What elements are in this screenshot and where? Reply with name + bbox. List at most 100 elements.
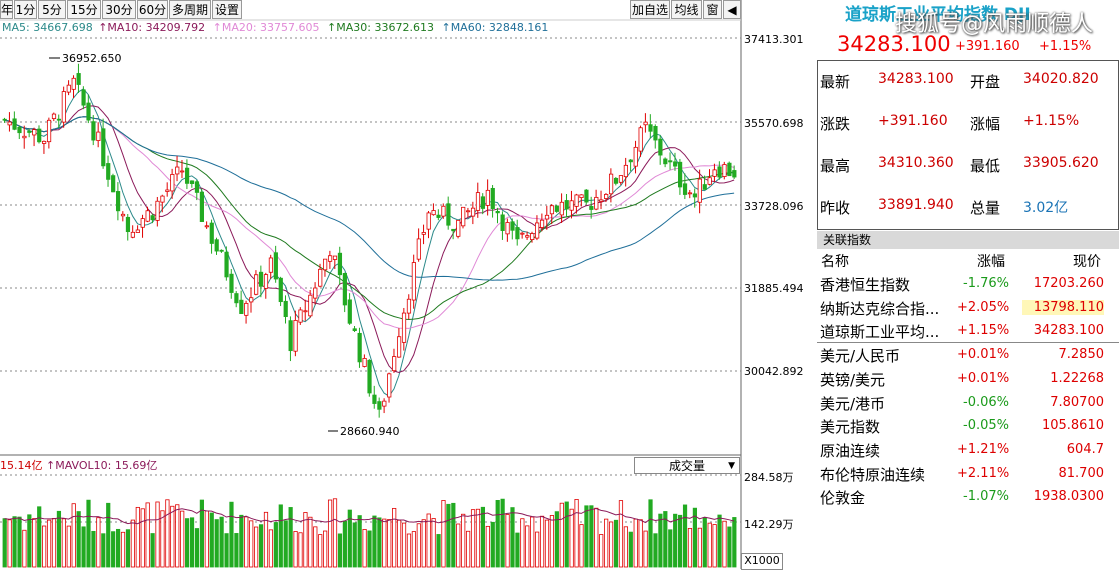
related-index-row[interactable]: 纳斯达克综合指... +2.05% 13798.110 (817, 296, 1119, 319)
volume-bar (199, 499, 204, 568)
candle-body (436, 214, 441, 218)
volume-bar (51, 517, 57, 568)
related-index-price: 604.7 (1066, 441, 1104, 457)
quote-box: 最新 34283.100 开盘 34020.820 涨跌 +391.160 涨幅 +1.15%… (817, 60, 1119, 230)
period-tab-15min[interactable]: 15分 (67, 0, 101, 19)
volume-bar (249, 520, 254, 568)
quote-value: 34310.360 (878, 155, 954, 171)
ma-toggle-button[interactable]: 均线 (671, 0, 702, 19)
related-index-row[interactable]: 布伦特原油连续 +2.11% 81.700 (817, 462, 1119, 485)
candle-body (623, 164, 628, 178)
settings-tab[interactable]: 设置 (212, 0, 242, 19)
period-tab-year[interactable]: 年 (0, 0, 13, 19)
quote-label: 最低 (970, 157, 1001, 175)
volume-bar (352, 522, 357, 568)
volume-bar (382, 518, 387, 568)
volume-bar (347, 509, 352, 568)
candle-body (456, 219, 461, 237)
candle-body (337, 252, 343, 276)
chevron-down-icon: ▼ (728, 461, 735, 471)
candle-body (140, 218, 145, 228)
volume-bar (525, 525, 530, 568)
mavol-line (4, 507, 735, 525)
volume-bar (150, 533, 155, 568)
candle-body (106, 163, 111, 180)
candle-body (530, 233, 535, 240)
volume-bar (554, 511, 559, 568)
add-watchlist-button[interactable]: 加自选 (630, 0, 670, 19)
candle-body (175, 166, 180, 175)
volume-bar (318, 534, 323, 568)
related-index-row[interactable]: 英镑/美元 +0.01% 1.22268 (817, 367, 1119, 390)
quote-value: +391.160 (878, 113, 948, 129)
kline-chart[interactable]: 36952.650 28660.940 (0, 0, 817, 569)
related-index-name: 伦敦金 (820, 489, 866, 508)
volume-bar (323, 530, 328, 568)
volume-bar (510, 507, 515, 568)
multi-period-tab[interactable]: 多周期 (169, 0, 211, 19)
volume-bar (357, 515, 362, 568)
candle-body (234, 293, 239, 304)
related-index-row[interactable]: 香港恒生指数 -1.76% 17203.260 (817, 272, 1119, 295)
candle-body (308, 294, 313, 317)
related-index-change: +0.01% (957, 370, 1010, 386)
volume-bar (56, 510, 62, 568)
candle-body (461, 206, 466, 227)
volume-bar (648, 499, 653, 568)
volume-bar (539, 515, 545, 568)
candle-body (643, 121, 648, 126)
candle-body (520, 232, 525, 235)
related-index-row[interactable]: 伦敦金 -1.07% 1938.0300 (817, 485, 1119, 508)
related-index-price: 1.22268 (1050, 370, 1104, 386)
quote-label: 涨幅 (970, 115, 1001, 133)
candle-body (180, 170, 185, 173)
volume-bar (544, 519, 550, 568)
candle-body (17, 126, 22, 134)
candle-body (451, 228, 456, 232)
candle-body (357, 332, 362, 363)
candle-body (697, 178, 702, 203)
related-index-row[interactable]: 美元指数 -0.05% 105.8610 (817, 414, 1119, 437)
related-index-change: -0.05% (963, 418, 1009, 434)
volume-bar (155, 501, 160, 568)
collapse-arrow-icon[interactable]: ◀ (723, 0, 741, 19)
related-index-row[interactable]: 美元/人民币 +0.01% 7.2850 (817, 343, 1119, 366)
period-tab-1min[interactable]: 1分 (14, 0, 37, 19)
candle-body (2, 118, 7, 121)
volume-bar (451, 502, 456, 568)
volume-bar (712, 524, 717, 568)
volume-bar (584, 505, 589, 568)
quote-label: 开盘 (970, 73, 1001, 91)
volume-bar (485, 525, 490, 568)
volume-bar (673, 513, 678, 568)
candle-body (525, 235, 530, 238)
candle-body (111, 175, 116, 193)
candle-body (293, 320, 298, 352)
candle-body (244, 302, 249, 316)
volume-bar (377, 517, 382, 568)
period-tab-30min[interactable]: 30分 (102, 0, 136, 19)
candle-body (332, 255, 338, 260)
candle-body (618, 175, 624, 183)
period-tab-5min[interactable]: 5分 (38, 0, 66, 19)
related-index-row[interactable]: 原油连续 +1.21% 604.7 (817, 438, 1119, 461)
period-tab-60min[interactable]: 60分 (137, 0, 168, 19)
indicator-dropdown[interactable]: 成交量 ▼ (634, 457, 740, 474)
volume-bar (101, 533, 106, 568)
volume-bar (42, 525, 47, 568)
volume-axis-label: 284.58万 (744, 471, 794, 484)
related-index-row[interactable]: 美元/港币 -0.06% 7.80700 (817, 391, 1119, 414)
volume-bar (130, 519, 135, 568)
window-button[interactable]: 窗 (703, 0, 722, 19)
volume-bar (387, 519, 392, 568)
volume-bar (396, 519, 402, 568)
volume-bar (273, 522, 278, 568)
candle-body (490, 187, 495, 209)
volume-bar (372, 515, 377, 568)
candle-body (101, 128, 106, 167)
volume-bar (549, 515, 555, 568)
candle-body (628, 159, 633, 163)
volume-bar (332, 498, 338, 568)
related-index-row[interactable]: 道琼斯工业平均... +1.15% 34283.100 (817, 319, 1119, 342)
candle-body (273, 252, 278, 280)
